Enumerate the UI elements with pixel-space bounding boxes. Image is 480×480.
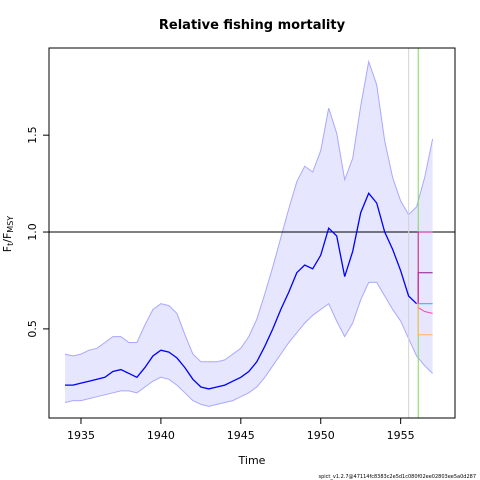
y-axis-label: Ft/FMSY [1,216,15,252]
scenario-line-1 [417,231,433,304]
plot-area [48,47,456,419]
y-axis: 0.5 1.0 1.5 [26,126,49,338]
confidence-band [65,61,433,407]
scenario-line-4 [417,303,433,336]
y-tick-label-1: 1.0 [26,223,39,241]
estimate-line [65,192,418,390]
x-tick-label-3: 1950 [307,429,335,442]
x-tick-label-4: 1955 [387,429,415,442]
x-axis-label: Time [238,454,266,467]
version-footer: spict_v1.2.7@47114fc8383c2e5d1c080f02ee0… [318,474,476,480]
x-tick-label-0: 1935 [67,429,95,442]
plot-frame [48,47,456,419]
upper-bound-line [64,59,434,363]
lower-bound-line [64,281,433,407]
chart-title: Relative fishing mortality [159,18,346,33]
y-tick-label-0: 0.5 [26,320,39,338]
x-tick-label-2: 1945 [227,429,255,442]
y-tick-label-2: 1.5 [26,126,39,144]
x-axis: 1935 1940 1945 1950 1955 [67,418,415,442]
x-tick-label-1: 1940 [147,429,175,442]
